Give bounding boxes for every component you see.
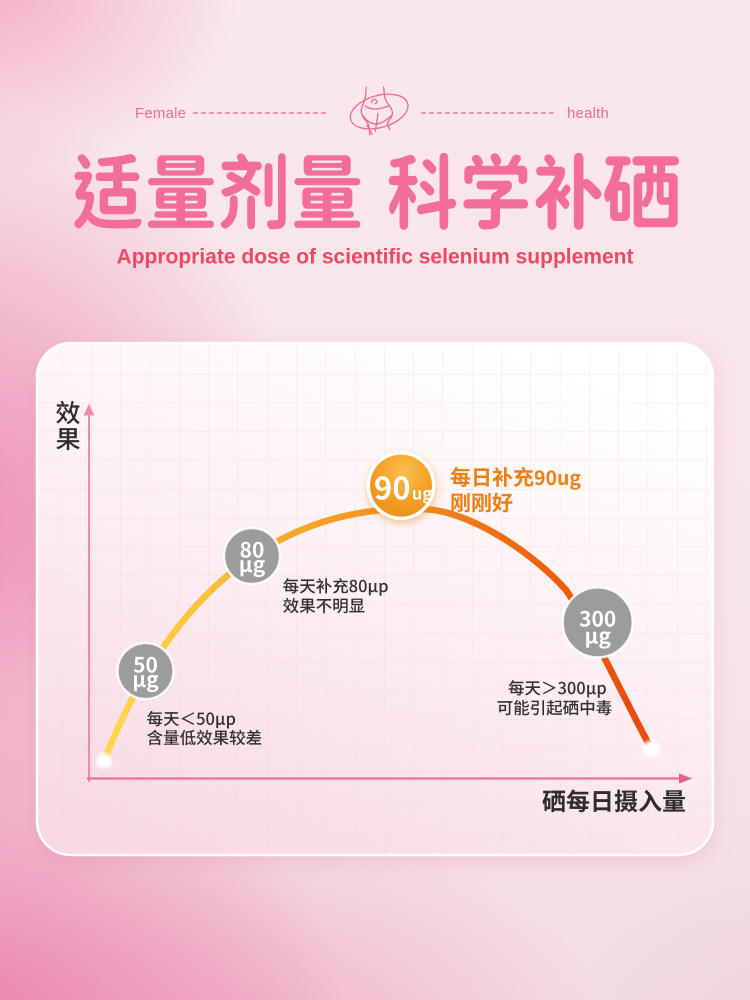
svg-text:Appropriate dose of scientific: Appropriate dose of scientific selenium … [117,246,634,269]
svg-text:health: health [567,105,609,122]
svg-text:Female: Female [135,105,186,122]
